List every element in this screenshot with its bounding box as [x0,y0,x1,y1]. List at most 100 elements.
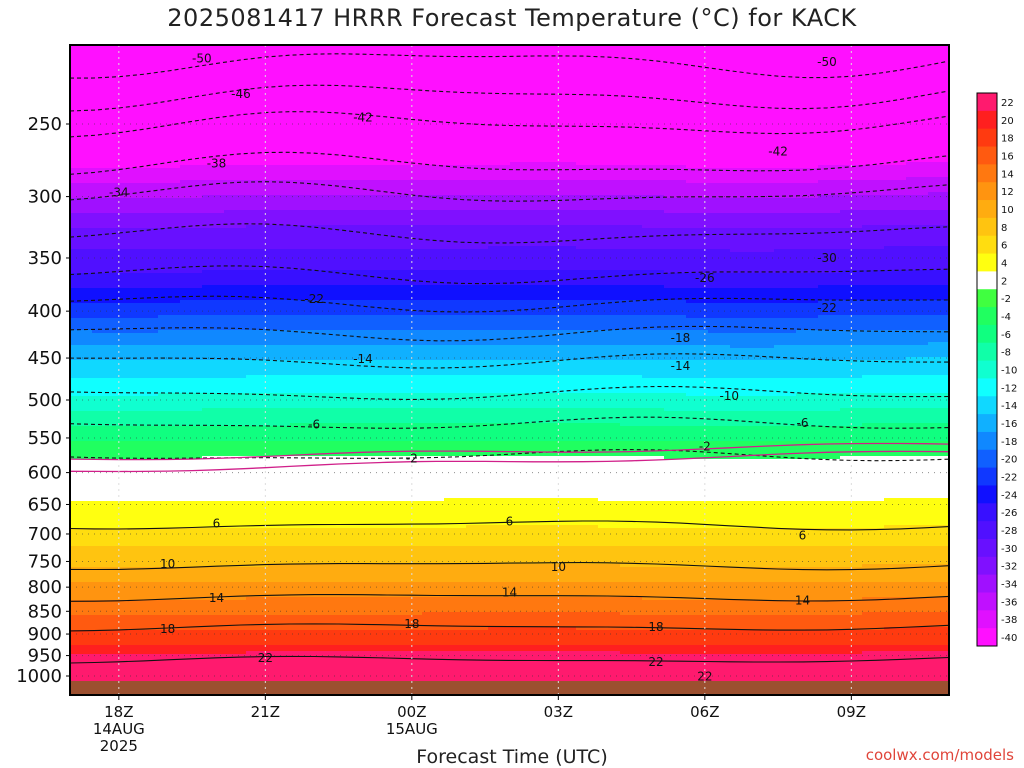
band-cell [70,360,93,379]
band-cell [356,456,379,502]
band-cell [378,345,401,361]
band-cell [752,396,775,412]
band-cell [114,582,137,601]
band-cell [598,375,621,394]
band-cell [268,582,291,598]
band-cell [554,498,577,526]
band-cell [136,582,159,601]
contour-line-10 [70,562,949,571]
band-cell [906,300,929,316]
band-cell [356,210,379,226]
band-cell [664,378,687,394]
band-cell [840,330,863,346]
band-cell [422,180,445,196]
band-cell [510,546,533,565]
band-cell [708,249,731,274]
band-cell [158,615,181,631]
band-cell [642,630,665,646]
band-cell [510,408,533,424]
band-cell [840,426,863,442]
band-cell [70,345,93,361]
band-cell [884,180,907,196]
band-cell [334,501,357,529]
colorbar-label: -4 [1001,312,1011,323]
band-cell [202,213,225,229]
contour-label: -34 [109,186,129,200]
band-cell [70,330,93,346]
band-cell [774,615,797,631]
credit-text[interactable]: coolwx.com/models [865,746,1014,764]
band-cell [708,645,731,655]
band-cell [598,45,621,166]
band-cell [620,45,643,166]
band-cell [774,273,797,289]
colorbar-label: 14 [1001,169,1014,180]
band-cell [510,597,533,613]
band-cell [928,45,949,163]
band-cell [730,45,753,169]
band-cell [862,330,885,346]
band-cell [312,285,335,301]
band-cell [246,546,269,568]
band-cell [92,600,115,616]
band-cell [334,423,357,442]
y-axis: 2503003504004505005506006507007508008509… [16,114,70,687]
band-cell [114,630,137,646]
band-cell [92,411,115,427]
band-cell [818,345,841,361]
band-cell [708,459,731,502]
band-cell [488,210,511,226]
band-cell [334,564,357,583]
band-cell [444,315,467,331]
band-cell [730,546,753,568]
band-cell [136,228,159,250]
band-cell [92,288,115,304]
colorbar-swatch [977,342,997,362]
band-cell [576,408,599,424]
band-cell [444,546,467,565]
band-cell [312,408,335,424]
band-cell [180,459,203,502]
band-cell [180,567,203,583]
band-cell [576,285,599,301]
y-tick-label: 900 [28,624,62,645]
band-cell [158,600,181,616]
band-cell [532,393,555,409]
colorbar-label: -22 [1001,473,1017,484]
colorbar-swatch [977,414,997,433]
band-cell [862,597,885,613]
colorbar-frame [976,92,998,647]
band-cell [554,45,577,163]
y-tick-label: 600 [28,463,62,484]
band-cell [818,285,841,301]
band-cell [730,360,753,379]
band-cell [774,600,797,616]
band-cell [312,393,335,409]
band-cell [510,645,533,652]
band-cell [598,597,621,613]
band-cell [422,441,445,457]
band-cell [224,393,247,409]
band-cell [664,459,687,502]
band-cell [400,270,423,286]
band-cell [202,441,225,457]
band-cell [862,195,885,211]
band-cell [796,426,819,442]
band-cell [686,273,709,289]
band-cell [202,393,225,409]
band-cell [422,630,445,646]
band-cell [334,300,357,316]
band-cell [774,360,797,379]
band-cell [180,249,203,274]
band-cell [158,198,181,214]
band-cell [928,645,949,652]
band-cell [158,45,181,169]
band-cell [444,45,467,166]
band-cell [224,315,247,331]
band-cell [884,456,907,499]
band-cell [796,378,819,394]
colorbar-label: -24 [1001,490,1017,501]
contour-label: 14 [795,593,810,607]
y-tick-label: 450 [28,348,62,369]
band-cell [246,210,269,226]
